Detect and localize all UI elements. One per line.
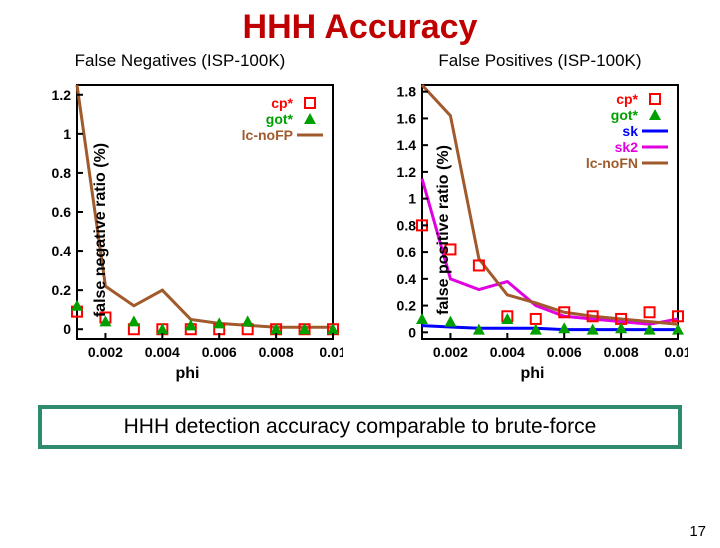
- conclusion-text: HHH detection accuracy comparable to bru…: [124, 415, 597, 438]
- subtitle-row: False Negatives (ISP-100K) False Positiv…: [0, 51, 720, 71]
- main-title: HHH Accuracy: [0, 8, 720, 47]
- svg-text:0: 0: [408, 324, 416, 340]
- svg-text:1.2: 1.2: [51, 87, 71, 103]
- svg-text:0.8: 0.8: [51, 165, 71, 181]
- svg-text:cp*: cp*: [616, 91, 638, 107]
- svg-text:1: 1: [408, 191, 416, 207]
- svg-text:sk2: sk2: [614, 139, 638, 155]
- svg-text:0.006: 0.006: [201, 344, 236, 360]
- left-chart-wrap: false negative ratio (%) 0 0.2 0.4 0.6 0.8 1 1…: [20, 77, 355, 383]
- svg-text:1.8: 1.8: [396, 84, 416, 100]
- svg-text:0.6: 0.6: [396, 244, 416, 260]
- svg-text:0: 0: [63, 321, 71, 337]
- svg-text:got*: got*: [610, 107, 638, 123]
- right-chart-wrap: false positive ratio (%) 0 0.2 0.4 0.6 0.8 1 1…: [365, 77, 700, 383]
- svg-text:0.2: 0.2: [51, 282, 71, 298]
- svg-text:got*: got*: [265, 111, 293, 127]
- svg-text:0.002: 0.002: [87, 344, 122, 360]
- left-subtitle: False Negatives (ISP-100K): [0, 51, 360, 71]
- svg-text:1.2: 1.2: [396, 164, 416, 180]
- svg-text:0.01: 0.01: [319, 344, 343, 360]
- svg-text:0.006: 0.006: [546, 344, 581, 360]
- left-xlabel: phi: [20, 365, 355, 383]
- svg-text:1: 1: [63, 126, 71, 142]
- svg-text:0.01: 0.01: [664, 344, 688, 360]
- svg-text:0.008: 0.008: [603, 344, 638, 360]
- left-ylabel: false negative ratio (%): [92, 143, 110, 317]
- left-chart: 0 0.2 0.4 0.6 0.8 1 1.2 0.002 0.004 0.006 0.008 0.0…: [33, 77, 343, 365]
- svg-text:0.4: 0.4: [396, 271, 416, 287]
- svg-text:1.4: 1.4: [396, 137, 416, 153]
- svg-text:0.8: 0.8: [396, 217, 416, 233]
- svg-text:0.002: 0.002: [432, 344, 467, 360]
- right-xlabel: phi: [365, 365, 700, 383]
- conclusion-box: HHH detection accuracy comparable to bru…: [38, 405, 682, 449]
- right-subtitle: False Positives (ISP-100K): [360, 51, 720, 71]
- svg-text:0.008: 0.008: [258, 344, 293, 360]
- svg-text:cp*: cp*: [271, 95, 293, 111]
- right-chart: 0 0.2 0.4 0.6 0.8 1 1.2 1.4 1.6 1.8 0.002 0.004 0.00…: [378, 77, 688, 365]
- charts-row: false negative ratio (%) 0 0.2 0.4 0.6 0.8 1 1…: [0, 77, 720, 383]
- svg-text:lc-noFN: lc-noFN: [585, 155, 637, 171]
- svg-text:0.004: 0.004: [144, 344, 179, 360]
- svg-text:0.2: 0.2: [396, 298, 416, 314]
- svg-text:0.6: 0.6: [51, 204, 71, 220]
- right-ylabel: false positive ratio (%): [435, 145, 453, 315]
- svg-text:0.4: 0.4: [51, 243, 71, 259]
- svg-text:1.6: 1.6: [396, 110, 416, 126]
- svg-text:lc-noFP: lc-noFP: [241, 127, 292, 143]
- page-number: 17: [689, 523, 706, 540]
- svg-text:0.004: 0.004: [489, 344, 524, 360]
- svg-text:sk: sk: [622, 123, 638, 139]
